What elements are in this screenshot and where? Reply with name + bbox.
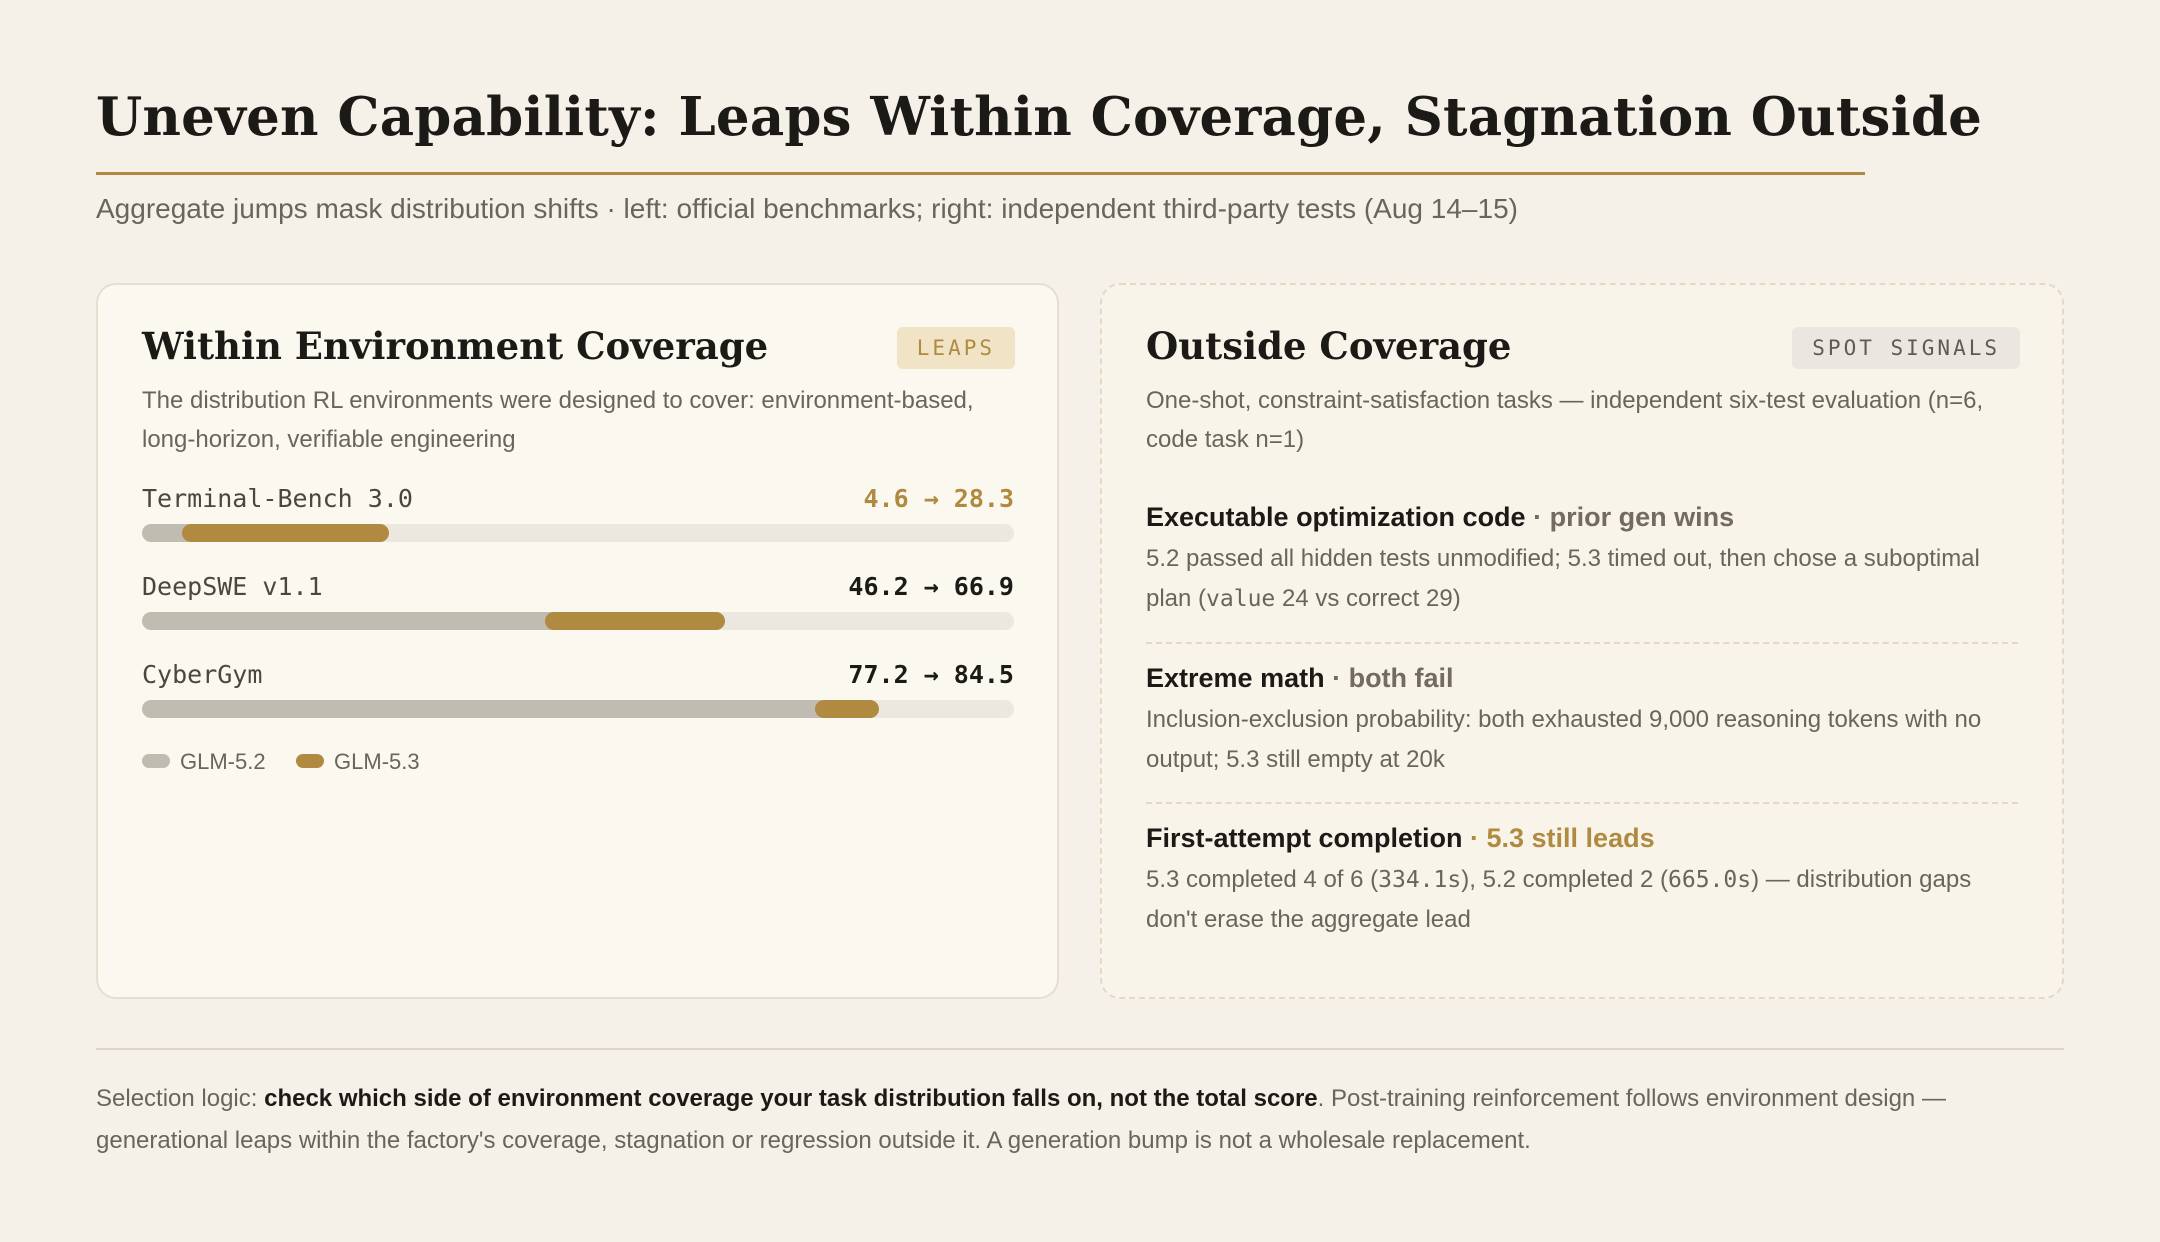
- spot-signals-badge: SPOT SIGNALS: [1792, 327, 2020, 369]
- signal-item-first-attempt: First-attempt completion · 5.3 still lea…: [1146, 823, 2018, 940]
- title-underline: [96, 172, 1865, 175]
- selection-logic-note: Selection logic: check which side of env…: [96, 1078, 2064, 1162]
- bar-glm-5-3-gain: [815, 700, 879, 718]
- signal-body-text: 5.3 completed 4 of 6 (: [1146, 866, 1379, 893]
- page-title: Uneven Capability: Leaps Within Coverage…: [96, 86, 1983, 148]
- benchmark-name: Terminal-Bench 3.0: [142, 484, 413, 513]
- signal-body-text: ), 5.2 completed 2 (: [1461, 866, 1668, 893]
- benchmark-value-label: 46.2 → 66.9: [848, 572, 1014, 601]
- bar-track: [142, 700, 1014, 718]
- bar-glm-5-3-gain: [182, 524, 389, 542]
- signal-body-text: ) — distribution gaps don't erase the ag…: [1146, 866, 1972, 933]
- signal-verdict: · both fail: [1324, 663, 1454, 693]
- footer-emphasis: check which side of environment coverage…: [264, 1085, 1318, 1112]
- footer-divider: [96, 1048, 2064, 1050]
- legend-label-glm-5-2: GLM-5.2: [180, 749, 266, 774]
- within-coverage-card: Within Environment Coverage LEAPS The di…: [96, 283, 1059, 999]
- chart-legend: GLM-5.2 GLM-5.3: [142, 749, 446, 781]
- footer-rest: . Post-training reinforcement follows en…: [96, 1085, 1946, 1154]
- signal-title: Executable optimization code: [1146, 502, 1526, 532]
- benchmark-value-label: 4.6 → 28.3: [863, 484, 1014, 513]
- leaps-badge: LEAPS: [896, 327, 1015, 369]
- signal-code-value: value: [1206, 586, 1276, 612]
- signal-body-text: 24 vs correct 29): [1275, 585, 1461, 612]
- outside-coverage-card: Outside Coverage SPOT SIGNALS One-shot, …: [1100, 283, 2064, 999]
- benchmark-name: CyberGym: [142, 660, 263, 689]
- signal-code-value: 334.1s: [1378, 867, 1462, 893]
- within-coverage-description: The distribution RL environments were de…: [142, 387, 974, 453]
- signal-item-extreme-math: Extreme math · both fail Inclusion-exclu…: [1146, 663, 2018, 780]
- signal-code-value: 665.0s: [1668, 867, 1752, 893]
- within-coverage-title: Within Environment Coverage: [142, 324, 769, 368]
- signal-title: Extreme math: [1146, 663, 1325, 693]
- signal-body: Inclusion-exclusion probability: both ex…: [1146, 706, 1982, 773]
- signal-divider: [1146, 802, 2018, 804]
- signal-body: 5.2 passed all hidden tests unmodified; …: [1146, 539, 2018, 619]
- signal-body-text: 5.2 passed all hidden tests unmodified; …: [1146, 545, 1980, 612]
- legend-swatch-glm-5-2: [142, 754, 170, 769]
- bar-track: [142, 612, 1014, 630]
- legend-item-glm-5-3: GLM-5.3: [296, 749, 420, 775]
- signal-item-optimization-code: Executable optimization code · prior gen…: [1146, 502, 2018, 619]
- bar-glm-5-2: [142, 612, 559, 630]
- footer-lead: Selection logic:: [96, 1085, 265, 1112]
- legend-swatch-glm-5-3: [296, 754, 325, 769]
- bar-track: [142, 524, 1014, 542]
- benchmark-value-label: 77.2 → 84.5: [848, 660, 1014, 689]
- legend-item-glm-5-2: GLM-5.2: [142, 749, 266, 775]
- page-subtitle: Aggregate jumps mask distribution shifts…: [96, 193, 1518, 224]
- legend-label-glm-5-3: GLM-5.3: [334, 749, 420, 774]
- benchmark-name: DeepSWE v1.1: [142, 572, 323, 601]
- outside-coverage-title: Outside Coverage: [1146, 324, 1512, 368]
- signal-heading: Executable optimization code · prior gen…: [1146, 502, 2018, 533]
- signal-divider: [1146, 642, 2018, 644]
- signal-body: 5.3 completed 4 of 6 (334.1s), 5.2 compl…: [1146, 860, 2018, 940]
- signal-title: First-attempt completion: [1146, 823, 1463, 853]
- signal-heading: First-attempt completion · 5.3 still lea…: [1146, 823, 2018, 854]
- bar-glm-5-3-gain: [544, 612, 726, 630]
- bar-glm-5-2: [142, 700, 830, 718]
- signal-verdict: · prior gen wins: [1525, 502, 1735, 532]
- signal-verdict: · 5.3 still leads: [1462, 823, 1655, 853]
- outside-coverage-description: One-shot, constraint-satisfaction tasks …: [1146, 387, 1984, 453]
- signal-heading: Extreme math · both fail: [1146, 663, 2018, 694]
